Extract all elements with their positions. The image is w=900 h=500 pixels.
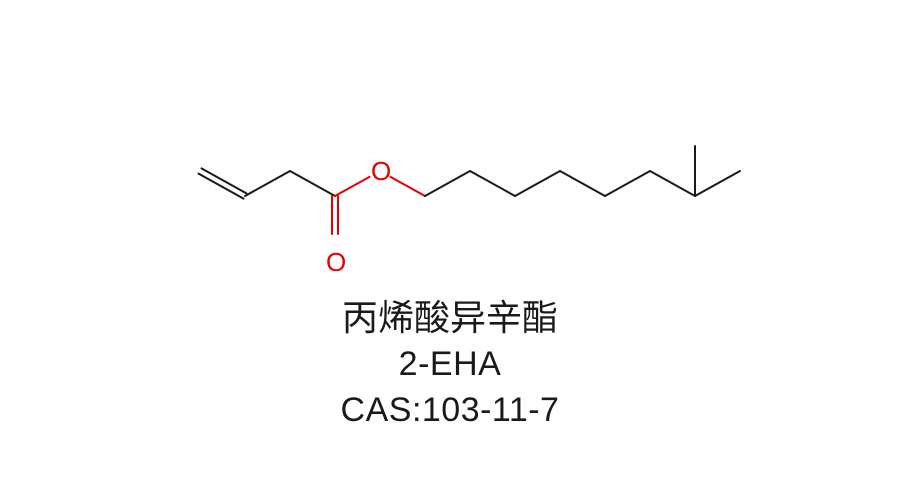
compound-abbr: 2-EHA (341, 342, 560, 388)
compound-name-cn: 丙烯酸异辛酯 (341, 294, 560, 343)
compound-labels: 丙烯酸异辛酯 2-EHA CAS:103-11-7 (341, 294, 560, 434)
compound-cas: CAS:103-11-7 (341, 388, 560, 434)
chemical-structure-diagram: OO (0, 66, 900, 286)
atom-label-oxygen: O (326, 247, 346, 278)
structure-svg (0, 66, 900, 286)
atom-label-oxygen: O (371, 156, 391, 187)
